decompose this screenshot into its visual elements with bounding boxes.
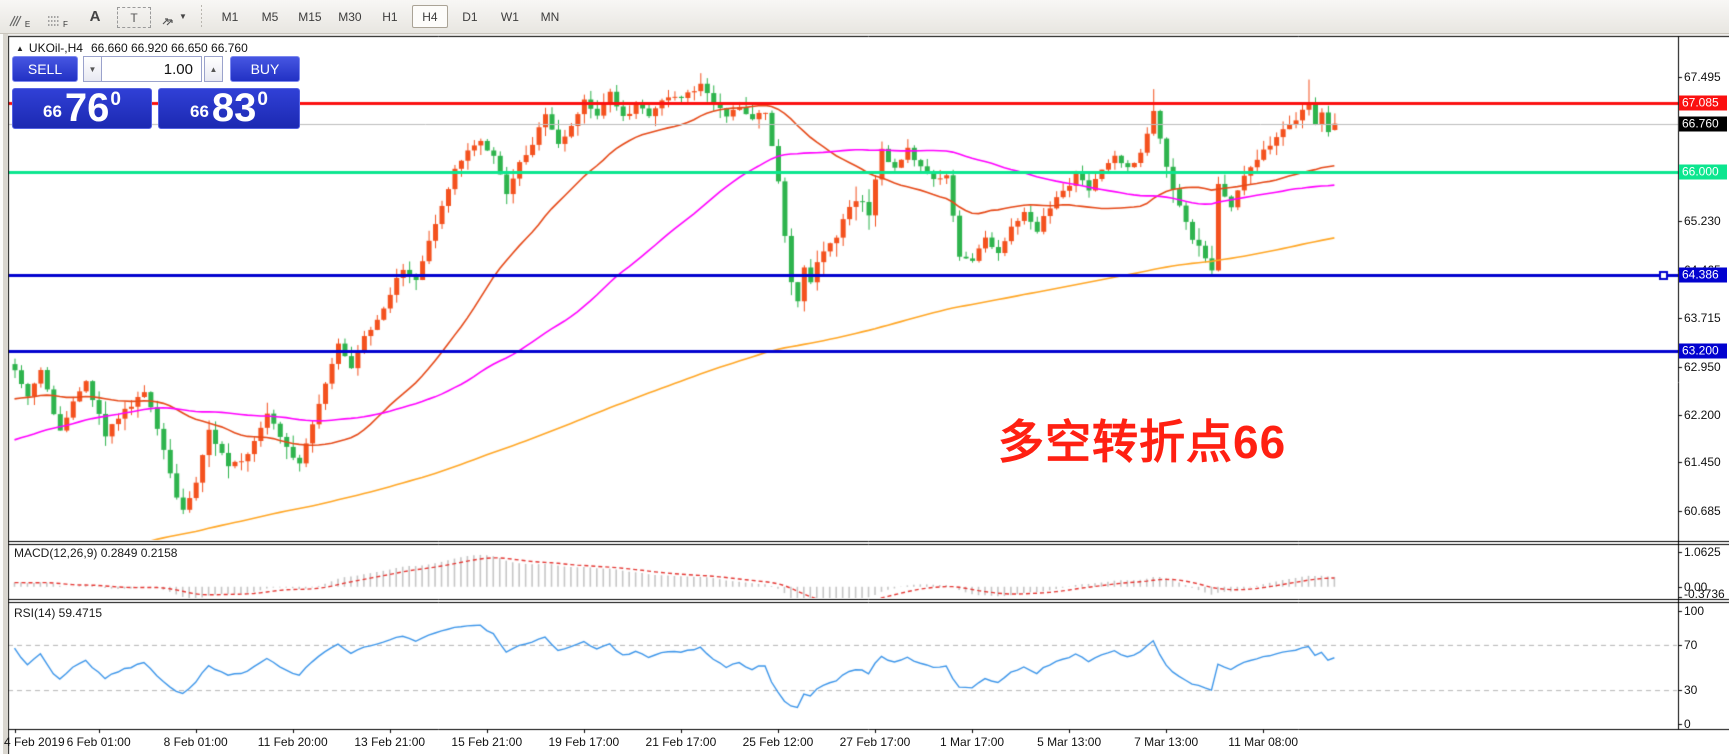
macd-tick-label: -0.3736	[1684, 587, 1725, 601]
grid-icon[interactable]: F	[41, 3, 73, 31]
bid-sup: 0	[110, 89, 121, 110]
time-tick-label: 4 Feb 2019	[4, 735, 65, 749]
charts-overlay-icon-sub: E	[24, 19, 31, 29]
time-tick-label: 27 Feb 17:00	[839, 735, 911, 749]
timeframe-button-m15[interactable]: M15	[298, 9, 322, 24]
timeframe-button-mn[interactable]: MN	[540, 9, 560, 24]
price-badge-67.085: 67.085	[1679, 95, 1727, 111]
bid-price-panel[interactable]: 66 76 0	[12, 88, 152, 129]
timeframe-button-m1[interactable]: M1	[221, 9, 239, 24]
timeframe-button-h1[interactable]: H1	[382, 9, 398, 24]
ohlc-values: 66.660 66.920 66.650 66.760	[90, 41, 248, 55]
time-tick-label: 6 Feb 01:00	[66, 735, 131, 749]
time-tick-label: 1 Mar 17:00	[940, 735, 1005, 749]
timeframe-button-m5[interactable]: M5	[261, 9, 279, 24]
textbox-icon[interactable]: T	[117, 7, 151, 28]
cursor-arrows-icon[interactable]: ▼	[157, 3, 190, 31]
macd-indicator-label: MACD(12,26,9) 0.2849 0.2158	[14, 546, 178, 560]
rsi-tick-label: 0	[1684, 717, 1691, 731]
price-tick-label: 60.685	[1684, 504, 1721, 519]
symbol-collapse-icon[interactable]: ▲	[16, 44, 24, 53]
font-icon[interactable]: A	[89, 8, 101, 25]
charts-overlay-icon[interactable]: E	[3, 3, 35, 31]
time-tick-label: 21 Feb 17:00	[645, 735, 717, 749]
time-tick-label: 7 Mar 13:00	[1134, 735, 1199, 749]
volume-input[interactable]	[102, 56, 202, 82]
price-tick-label: 65.230	[1684, 214, 1721, 229]
price-tick-label: 62.200	[1684, 407, 1721, 422]
trade-controls-row: SELL ▼ ▲ BUY	[12, 56, 300, 82]
ask-price-panel[interactable]: 66 83 0	[158, 88, 300, 129]
timeframe-button-h4[interactable]: H4	[411, 5, 448, 28]
timeframe-buttons: M1 M5 M15 M30 H1 H4 D1 W1 MN	[210, 5, 570, 28]
toolbar-separator	[198, 4, 204, 29]
bid-main: 76	[64, 86, 110, 130]
rsi-tick-label: 70	[1684, 637, 1698, 652]
ask-main: 83	[211, 86, 257, 130]
macd-tick-label: 1.0625	[1684, 545, 1721, 559]
time-tick-label: 19 Feb 17:00	[548, 735, 620, 749]
sell-button[interactable]: SELL	[12, 56, 78, 82]
symbol-header: ▲ UKOil-,H4 66.660 66.920 66.650 66.760	[16, 41, 248, 55]
time-tick-label: 8 Feb 01:00	[163, 735, 228, 749]
price-badge-66.760: 66.760	[1679, 116, 1727, 132]
time-tick-label: 5 Mar 13:00	[1037, 735, 1102, 749]
price-tick-label: 67.495	[1684, 69, 1721, 84]
volume-decrease-icon[interactable]: ▼	[83, 56, 102, 82]
timeframe-button-w1[interactable]: W1	[500, 9, 519, 24]
price-tick-label: 63.715	[1684, 310, 1721, 325]
price-badge-63.200: 63.200	[1679, 343, 1727, 359]
grid-icon-sub: F	[63, 19, 68, 29]
chart-text-annotation: 多空转折点66	[998, 416, 1287, 468]
price-tick-label: 62.950	[1684, 359, 1721, 374]
timeframe-button-m30[interactable]: M30	[338, 9, 362, 24]
macd-tick-label: 0.00	[1684, 579, 1708, 594]
buy-button[interactable]: BUY	[230, 56, 300, 82]
price-badge-64.386: 64.386	[1679, 267, 1727, 283]
time-tick-label: 15 Feb 21:00	[451, 735, 523, 749]
rsi-indicator-label: RSI(14) 59.4715	[14, 606, 103, 620]
rsi-tick-label: 30	[1684, 683, 1698, 698]
rsi-tick-label: 100	[1684, 604, 1705, 618]
window-left-gutter	[0, 33, 8, 754]
toolbar: E F A T ▼ M1 M5 M15 M30 H1 H4 D1 W1 MN	[0, 0, 1729, 34]
time-tick-label: 11 Feb 20:00	[257, 735, 328, 749]
ask-prefix: 66	[190, 102, 209, 121]
price-tick-label: 61.450	[1684, 455, 1721, 470]
timeframe-button-d1[interactable]: D1	[462, 9, 478, 24]
time-tick-label: 13 Feb 21:00	[354, 735, 426, 749]
dropdown-caret-icon[interactable]: ▼	[179, 12, 187, 21]
time-tick-label: 25 Feb 12:00	[742, 735, 814, 749]
time-tick-label: 11 Mar 08:00	[1228, 735, 1299, 749]
ask-sup: 0	[257, 89, 268, 110]
price-badge-66.000: 66.000	[1679, 164, 1727, 180]
symbol-name: UKOil-,H4	[28, 41, 83, 55]
bid-prefix: 66	[43, 102, 62, 121]
volume-increase-icon[interactable]: ▲	[204, 56, 223, 82]
